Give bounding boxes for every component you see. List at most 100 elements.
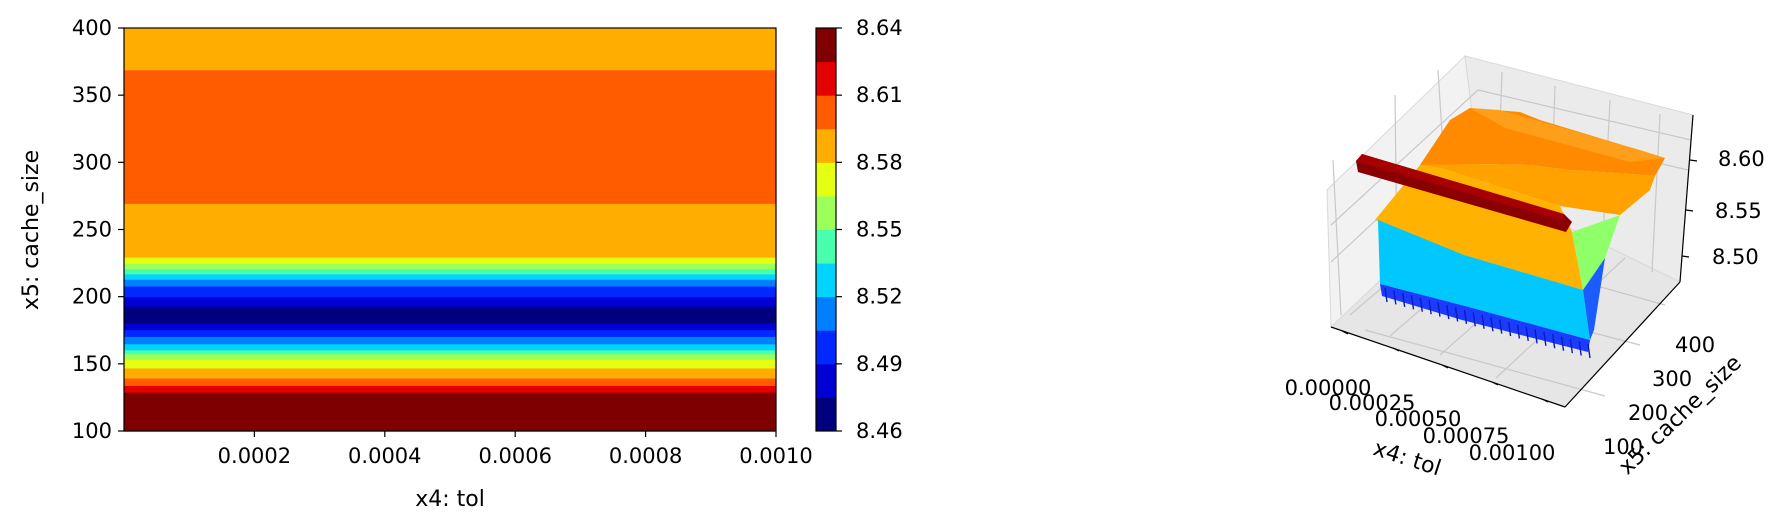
- contour-band: [124, 367, 776, 379]
- surface-plateau-front: [1420, 164, 1655, 215]
- x-tick-mark-3d: [1491, 381, 1499, 386]
- contour-band: [124, 329, 776, 337]
- surface-spike: [1454, 307, 1459, 322]
- surface-cyan-wall: [1378, 220, 1590, 340]
- y-tick-label: 400: [72, 16, 112, 40]
- z-tick-mark-3d: [1685, 209, 1694, 212]
- contour-band: [124, 377, 776, 386]
- contour-plot: 0.0002 0.0004 0.0006 0.0008 0.0010 100 150 200…: [19, 16, 813, 512]
- y-tick-label-3d: 200: [1628, 401, 1668, 425]
- surface-spike: [1463, 309, 1468, 325]
- surface-orange-slope: [1375, 165, 1583, 290]
- y-axis-ticks-3d: 100 200 300 400: [1603, 333, 1715, 459]
- colorbar-band: [816, 195, 836, 230]
- surface-spike: [1419, 297, 1423, 312]
- surface-spike: [1490, 317, 1494, 332]
- surface-plateau-highlight: [1470, 108, 1665, 162]
- x-tick-label-3d: 0.00075: [1423, 424, 1510, 448]
- colorbar-bands: [816, 28, 836, 432]
- y-tick-label: 350: [72, 83, 112, 107]
- colorbar-band: [816, 128, 836, 163]
- colorbar-band: [816, 296, 836, 331]
- y-tick-label: 150: [72, 352, 112, 376]
- colorbar-tick-label: 8.64: [856, 16, 903, 40]
- colorbar-band: [816, 263, 836, 298]
- x-tick-label-3d: 0.00050: [1375, 407, 1462, 431]
- x-tick-mark-3d: [1541, 398, 1549, 403]
- surface-spike: [1507, 321, 1512, 337]
- colorbar-tick-label: 8.52: [856, 285, 903, 309]
- y-tick-label-3d: 100: [1603, 435, 1643, 459]
- surface-spike: [1543, 331, 1547, 346]
- contour-band: [124, 343, 776, 351]
- y-axis-label: x5: cache_size: [19, 150, 44, 310]
- contour-band: [124, 385, 776, 393]
- contour-band: [124, 285, 776, 298]
- surface-spike: [1481, 314, 1485, 329]
- contour-band: [124, 349, 776, 355]
- surface-spike: [1516, 324, 1521, 339]
- contour-band: [124, 28, 776, 71]
- surface-spike: [1525, 326, 1529, 342]
- surface-spike: [1552, 334, 1556, 349]
- x-tick-label: 0.0004: [348, 444, 421, 468]
- axes-lines: [1330, 114, 1694, 408]
- surface-spike: [1578, 341, 1582, 356]
- contour-band: [124, 353, 776, 360]
- surface-spike: [1410, 295, 1415, 310]
- surface-green-side: [1572, 215, 1620, 290]
- surface-spikes: [1384, 287, 1591, 359]
- surface-spike: [1401, 292, 1406, 307]
- x-axis-ticks: 0.0002 0.0004 0.0006 0.0008 0.0010: [218, 431, 813, 468]
- x-tick-label-3d: 0.00025: [1329, 391, 1416, 415]
- contour-band: [124, 268, 776, 275]
- x-tick-label: 0.0006: [478, 444, 551, 468]
- z-axis-ticks-3d: 8.50 8.55 8.60: [1681, 147, 1765, 269]
- z-tick-mark-3d: [1681, 255, 1690, 258]
- contour-band: [124, 322, 776, 331]
- colorbar-band: [816, 363, 836, 398]
- contour-band: [124, 263, 776, 270]
- colorbar-tick-label: 8.55: [856, 218, 903, 242]
- x-tick-label: 0.0002: [218, 444, 291, 468]
- surface-spike: [1437, 302, 1441, 317]
- surface-spike: [1569, 339, 1574, 354]
- colorbar-band: [816, 229, 836, 264]
- y-tick-label-3d: 300: [1652, 367, 1692, 391]
- contour-band: [124, 69, 776, 204]
- contour-band: [124, 306, 776, 324]
- z-tick-label-3d: 8.60: [1718, 147, 1765, 171]
- z-tick-label-3d: 8.55: [1715, 199, 1762, 223]
- colorbar-tick-label: 8.61: [856, 83, 903, 107]
- colorbar-band: [816, 397, 836, 432]
- y-axis-ticks: 100 150 200 250 300 350 400: [72, 16, 124, 443]
- colorbar-tick-label: 8.46: [856, 419, 903, 443]
- surface-spike: [1499, 319, 1503, 334]
- colorbar-band: [816, 95, 836, 130]
- y-tick-label: 300: [72, 150, 112, 174]
- surface-spike: [1534, 329, 1538, 344]
- surface-spike: [1560, 336, 1565, 351]
- z-tick-mark-3d: [1689, 159, 1698, 162]
- surface-blue-floor: [1380, 284, 1590, 352]
- surface-spike: [1393, 290, 1397, 305]
- contour-band: [124, 336, 776, 345]
- contour-band: [124, 203, 776, 258]
- contour-band: [124, 296, 776, 307]
- contour-band: [124, 257, 776, 264]
- y-tick-label: 250: [72, 218, 112, 242]
- contour-band: [124, 359, 776, 369]
- colorbar-band: [816, 162, 836, 197]
- surface-plateau: [1420, 108, 1665, 176]
- surface-spike: [1446, 304, 1450, 320]
- colorbar: 8.46 8.49 8.52 8.55 8.58 8.61 8.64: [815, 16, 903, 443]
- x-tick-mark-3d: [1341, 330, 1349, 335]
- y-tick-label: 100: [72, 419, 112, 443]
- colorbar-tick-label: 8.58: [856, 150, 903, 174]
- colorbar-band: [816, 61, 836, 96]
- surface-blue-side: [1583, 258, 1605, 340]
- surface-spike: [1472, 312, 1476, 327]
- surface-spike: [1384, 287, 1388, 303]
- colorbar-ticks: 8.46 8.49 8.52 8.55 8.58 8.61 8.64: [836, 16, 903, 443]
